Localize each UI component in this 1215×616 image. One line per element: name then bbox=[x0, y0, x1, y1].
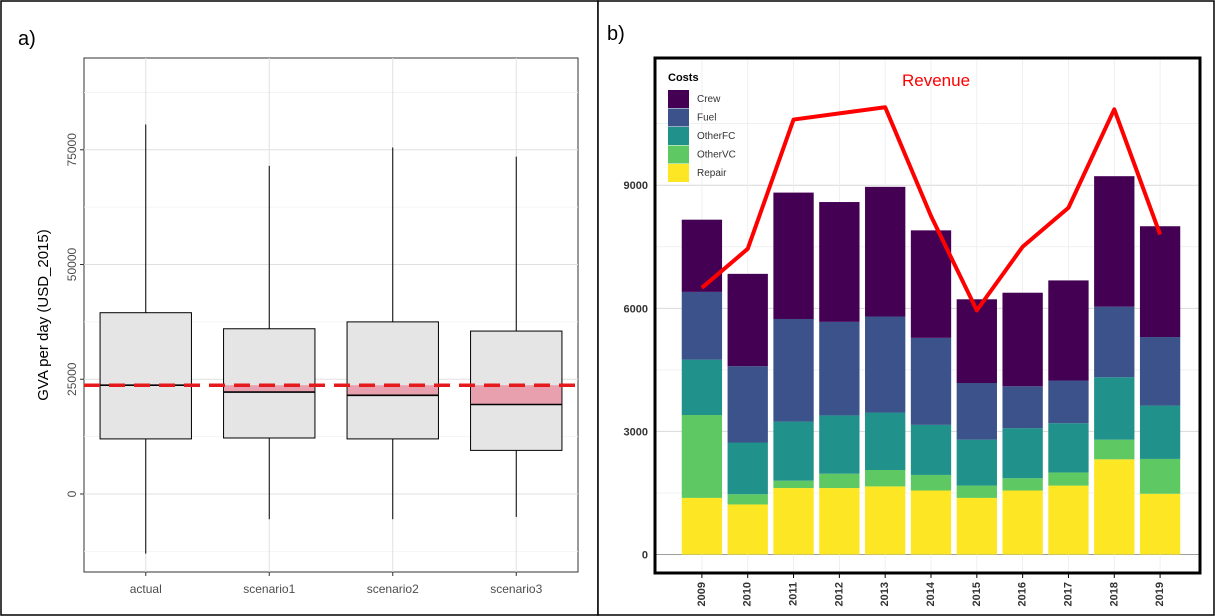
legend-swatch-othervc bbox=[668, 146, 689, 164]
bar-segment-othervc bbox=[1048, 472, 1088, 485]
boxplot-y-tick-label: 50000 bbox=[65, 248, 79, 282]
bar-segment-otherfc bbox=[865, 413, 905, 470]
bar-y-tick-label: 6000 bbox=[624, 303, 648, 315]
boxplot-x-tick-label: actual bbox=[130, 582, 162, 596]
legend-swatch-fuel bbox=[668, 109, 689, 127]
bar-segment-othervc bbox=[682, 415, 722, 498]
bar-segment-fuel bbox=[682, 292, 722, 360]
bar-segment-othervc bbox=[728, 494, 768, 504]
bar-segment-crew bbox=[1048, 280, 1088, 380]
bar-segment-othervc bbox=[819, 474, 859, 488]
bar-segment-crew bbox=[1094, 176, 1134, 306]
bar-segment-repair bbox=[773, 488, 813, 554]
bar-y-tick-label: 9000 bbox=[624, 180, 648, 192]
legend-swatch-repair bbox=[668, 164, 689, 182]
bar-x-tick-label: 2013 bbox=[879, 582, 891, 606]
bar-segment-crew bbox=[819, 202, 859, 322]
revenue-annotation: Revenue bbox=[902, 71, 970, 90]
bar-segment-othervc bbox=[865, 470, 905, 486]
boxplot-y-tick-label: 0 bbox=[65, 490, 79, 497]
legend-label-othervc: OtherVC bbox=[697, 150, 736, 161]
bar-segment-repair bbox=[1002, 491, 1042, 555]
bar-segment-repair bbox=[911, 491, 951, 555]
boxplot-y-axis-title: GVA per day (USD_2015) bbox=[35, 229, 52, 400]
bar-segment-otherfc bbox=[957, 440, 997, 486]
bar-segment-othervc bbox=[1094, 440, 1134, 460]
bar-x-tick-label: 2015 bbox=[971, 582, 983, 606]
panel-b-label: b) bbox=[607, 23, 625, 45]
legend-label-otherfc: OtherFC bbox=[697, 131, 735, 142]
bar-segment-crew bbox=[773, 193, 813, 319]
bar-segment-crew bbox=[1002, 293, 1042, 387]
bar-segment-fuel bbox=[819, 322, 859, 416]
bar-segment-crew bbox=[1140, 226, 1180, 337]
bar-segment-repair bbox=[957, 498, 997, 555]
bar-y-tick-label: 3000 bbox=[624, 426, 648, 438]
bar-segment-othervc bbox=[911, 475, 951, 491]
bar-segment-otherfc bbox=[1048, 423, 1088, 472]
bar-segment-crew bbox=[865, 187, 905, 317]
bar-segment-fuel bbox=[773, 319, 813, 422]
boxplot-x-tick-label: scenario1 bbox=[243, 582, 295, 596]
box-iqr bbox=[347, 322, 438, 439]
panel-a-label: a) bbox=[18, 28, 36, 50]
legend-label-crew: Crew bbox=[697, 94, 721, 105]
bar-segment-othervc bbox=[1140, 459, 1180, 494]
bar-segment-fuel bbox=[1002, 386, 1042, 428]
bar-x-tick-label: 2018 bbox=[1108, 582, 1120, 606]
bar-x-tick-label: 2017 bbox=[1062, 582, 1074, 606]
bar-segment-fuel bbox=[957, 383, 997, 440]
legend-label-fuel: Fuel bbox=[697, 113, 716, 124]
box-iqr bbox=[100, 313, 191, 439]
boxplot-x-tick-label: scenario2 bbox=[367, 582, 419, 596]
boxplot-x-tick-label: scenario3 bbox=[490, 582, 542, 596]
bar-segment-fuel bbox=[728, 366, 768, 442]
bar-segment-otherfc bbox=[773, 422, 813, 481]
bar-segment-otherfc bbox=[1094, 377, 1134, 439]
bar-x-tick-label: 2014 bbox=[925, 581, 937, 606]
bar-segment-fuel bbox=[1048, 381, 1088, 424]
boxplot-chart: 0 25000 50000 75000 actual scenario1 scenario… bbox=[35, 58, 578, 596]
bar-x-tick-label: 2019 bbox=[1154, 582, 1166, 606]
bar-segment-otherfc bbox=[728, 443, 768, 495]
bar-segment-fuel bbox=[1094, 307, 1134, 378]
bar-segment-crew bbox=[682, 220, 722, 292]
bar-x-tick-label: 2016 bbox=[1017, 582, 1029, 606]
bar-segment-otherfc bbox=[682, 360, 722, 415]
bar-segment-otherfc bbox=[1002, 428, 1042, 478]
bar-segment-repair bbox=[728, 504, 768, 554]
legend-title: Costs bbox=[668, 72, 699, 84]
bar-segment-othervc bbox=[957, 486, 997, 498]
legend-label-repair: Repair bbox=[697, 168, 727, 179]
bar-segment-fuel bbox=[911, 338, 951, 425]
bar-segment-otherfc bbox=[911, 425, 951, 475]
bar-y-tick-label: 0 bbox=[642, 550, 648, 562]
bar-segment-repair bbox=[819, 488, 859, 554]
bar-segment-repair bbox=[1094, 459, 1134, 554]
bar-segment-otherfc bbox=[1140, 406, 1180, 459]
bar-segment-othervc bbox=[1002, 478, 1042, 490]
legend-swatch-otherfc bbox=[668, 127, 689, 145]
boxplot-y-tick-label: 75000 bbox=[65, 133, 79, 167]
bar-segment-repair bbox=[682, 498, 722, 555]
bar-segment-repair bbox=[1048, 486, 1088, 555]
bar-x-tick-label: 2009 bbox=[696, 582, 708, 606]
bar-segment-fuel bbox=[1140, 337, 1180, 406]
box-iqr bbox=[224, 329, 315, 438]
bar-x-tick-label: 2012 bbox=[833, 582, 845, 606]
bar-segment-repair bbox=[1140, 494, 1180, 555]
bar-segment-othervc bbox=[773, 481, 813, 488]
bar-x-tick-label: 2011 bbox=[788, 582, 800, 606]
bar-segment-fuel bbox=[865, 317, 905, 413]
bar-segment-otherfc bbox=[819, 415, 859, 473]
bar-segment-crew bbox=[728, 274, 768, 366]
boxplot-y-tick-label: 25000 bbox=[65, 362, 79, 396]
legend-swatch-crew bbox=[668, 90, 689, 108]
bar-x-tick-label: 2010 bbox=[742, 582, 754, 606]
box-median-gap bbox=[471, 385, 561, 404]
bar-segment-repair bbox=[865, 486, 905, 554]
